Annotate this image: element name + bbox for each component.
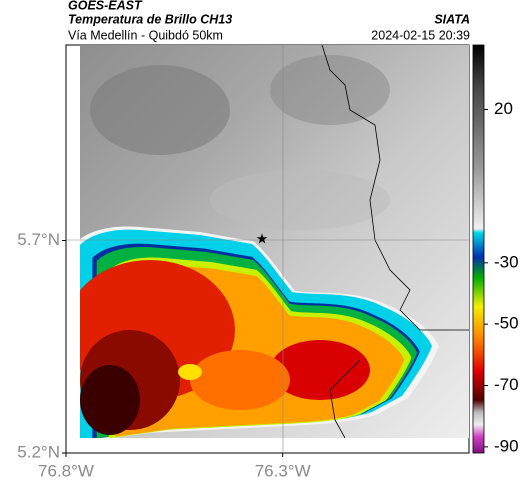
y-tick-label: 5.2°N <box>17 442 60 461</box>
subtitle: Vía Medellín - Quibdó 50km <box>68 28 223 42</box>
agency: SIATA <box>434 12 470 26</box>
timestamp: 2024-02-15 20:39 <box>371 28 470 42</box>
x-tick-label: 76.8°W <box>38 461 94 480</box>
colorbar-tick-label: -50 <box>494 314 519 333</box>
y-tick-label: 5.7°N <box>17 230 60 249</box>
colorbar-tick-label: -90 <box>494 436 519 455</box>
x-tick-label: 76.3°W <box>255 461 311 480</box>
title: Temperatura de Brillo CH13 <box>68 12 232 26</box>
colorbar <box>472 44 485 454</box>
colorbar-tick-label: -70 <box>494 375 519 394</box>
satellite-image <box>80 45 469 438</box>
colorbar-tick-label: -30 <box>494 252 519 271</box>
source: GOES-EAST <box>68 0 143 12</box>
city-marker: ★ <box>256 231 269 247</box>
colorbar-tick-label: 20 <box>494 99 513 118</box>
